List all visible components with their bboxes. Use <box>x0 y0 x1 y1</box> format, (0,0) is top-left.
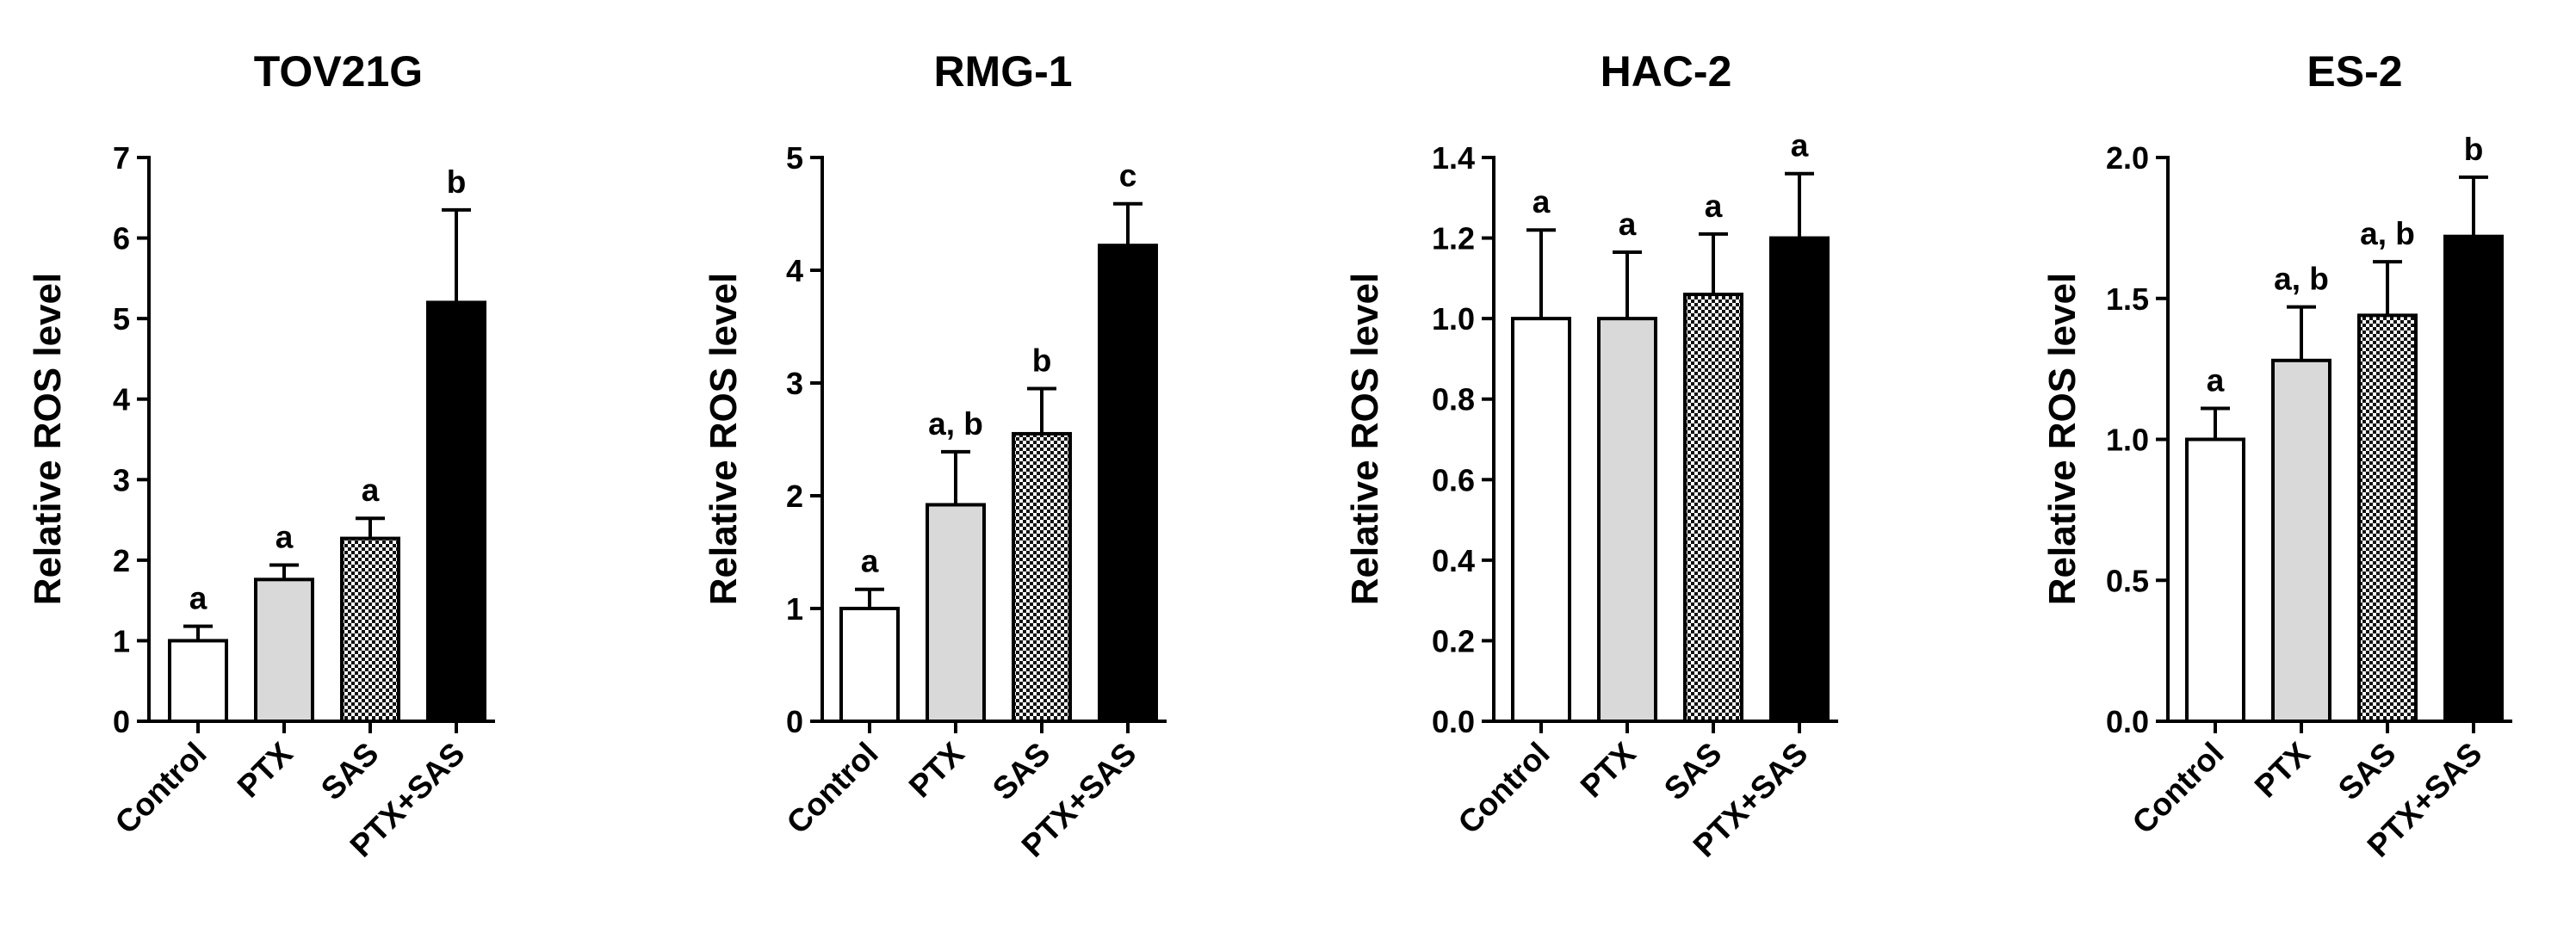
x-tick-label: SAS <box>986 736 1057 807</box>
y-tick-label: 6 <box>113 221 130 256</box>
significance-label: b <box>1032 343 1052 379</box>
x-tick-label: Control <box>1452 736 1557 841</box>
y-tick-label: 1 <box>113 623 130 658</box>
y-axis-label: Relative ROS level <box>27 273 69 605</box>
bar-ptx-sas <box>1769 236 1830 724</box>
significance-label: a <box>1705 188 1723 224</box>
y-tick-label: 0.5 <box>2106 563 2149 598</box>
y-tick-label: 1 <box>786 591 803 627</box>
y-tick-label: 1.4 <box>1432 140 1475 176</box>
significance-label: a <box>861 544 879 579</box>
y-tick-label: 4 <box>113 382 130 417</box>
bar-sas <box>1683 293 1743 723</box>
y-tick-label: 1.5 <box>2106 281 2149 317</box>
y-tick-label: 3 <box>786 366 803 401</box>
bar-control <box>839 607 900 723</box>
bar-ptx <box>1597 317 1657 723</box>
panel-title: RMG-1 <box>933 47 1072 96</box>
y-tick-label: 2.0 <box>2106 140 2149 176</box>
significance-label: a <box>2207 362 2225 398</box>
y-tick-label: 0.0 <box>1432 704 1475 739</box>
y-tick-label: 0.6 <box>1432 462 1475 497</box>
panel-title: HAC-2 <box>1601 47 1732 96</box>
panel-hac-2: HAC-2 Relative ROS level 0.0 0.2 0.4 0.6 0.8 1.… <box>1344 47 1838 864</box>
y-tick-label: 0.0 <box>2106 704 2149 739</box>
y-axis-label: Relative ROS level <box>703 273 745 605</box>
x-tick-label: Control <box>108 736 214 841</box>
bar-control <box>168 639 228 724</box>
y-tick-label: 2 <box>786 479 803 514</box>
bar-sas <box>1012 431 1072 723</box>
significance-label: b <box>2464 132 2484 167</box>
significance-label: a <box>1619 207 1637 242</box>
x-tick-label: Control <box>2126 736 2231 841</box>
y-tick-label: 3 <box>113 462 130 497</box>
y-tick-label: 0 <box>113 704 130 739</box>
x-tick-label: SAS <box>1657 736 1729 807</box>
x-tick-label: PTX <box>902 735 971 804</box>
panel-rmg-1: RMG-1 Relative ROS level 0 1 2 3 4 5 a Control a, … <box>703 47 1167 864</box>
significance-label: a, b <box>2274 262 2329 297</box>
y-tick-label: 0.2 <box>1432 623 1475 658</box>
panel-es-2: ES-2 Relative ROS level 0.0 0.5 1.0 1.5 2.0 a Co… <box>2041 47 2512 864</box>
significance-label: a, b <box>928 406 983 442</box>
x-tick-label: PTX <box>231 735 300 804</box>
bar-ptx <box>2271 358 2331 723</box>
bar-sas <box>340 536 400 723</box>
x-tick-label: PTX <box>2248 735 2317 804</box>
significance-label: a, b <box>2360 216 2415 251</box>
y-tick-label: 4 <box>786 253 803 288</box>
x-tick-label: Control <box>780 736 885 841</box>
y-tick-label: 1.0 <box>2106 423 2149 458</box>
y-tick-label: 0.8 <box>1432 382 1475 417</box>
panel-title: ES-2 <box>2307 47 2402 96</box>
y-axis-label: Relative ROS level <box>2041 273 2084 605</box>
bar-ptx <box>254 578 314 723</box>
significance-label: a <box>362 473 380 508</box>
x-tick-label: SAS <box>2331 736 2403 807</box>
y-tick-label: 7 <box>113 140 130 176</box>
x-tick-label: PTX <box>1574 735 1643 804</box>
significance-label: c <box>1119 158 1137 194</box>
bar-control <box>1511 317 1571 723</box>
bar-ptx-sas <box>1098 244 1158 723</box>
significance-label: a <box>276 519 294 554</box>
bar-ptx-sas <box>426 300 486 723</box>
x-tick-label: SAS <box>314 736 386 807</box>
y-tick-label: 2 <box>113 543 130 578</box>
bar-ptx <box>926 503 986 723</box>
significance-label: a <box>1533 184 1551 219</box>
panel-title: TOV21G <box>254 47 423 96</box>
y-tick-label: 1.0 <box>1432 301 1475 337</box>
y-tick-label: 0 <box>786 704 803 739</box>
bar-sas <box>2357 313 2418 723</box>
bar-control <box>2185 437 2245 723</box>
y-tick-label: 0.4 <box>1432 543 1475 578</box>
bar-ptx-sas <box>2443 234 2504 723</box>
panel-tov21g: TOV21G Relative ROS level 0 1 2 3 4 5 6 7 a Control… <box>27 47 495 864</box>
y-axis-label: Relative ROS level <box>1344 273 1386 605</box>
significance-label: a <box>189 581 207 616</box>
significance-label: a <box>1791 128 1809 164</box>
y-tick-label: 5 <box>113 301 130 337</box>
significance-label: b <box>447 164 467 200</box>
y-tick-label: 1.2 <box>1432 221 1475 256</box>
y-tick-label: 5 <box>786 140 803 176</box>
